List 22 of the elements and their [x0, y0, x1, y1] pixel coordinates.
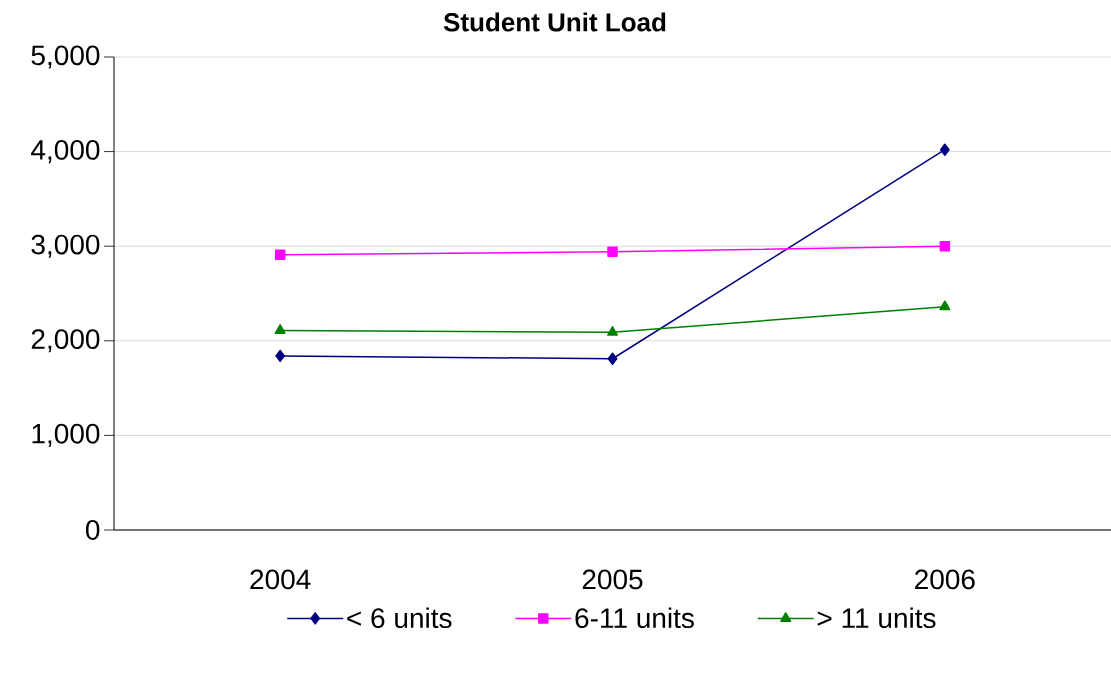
x-tick-label: 2005 — [582, 569, 643, 590]
point — [274, 324, 286, 334]
x-tick-label: 2006 — [915, 569, 975, 590]
point — [607, 352, 618, 366]
chart-title: Student Unit Load — [443, 12, 666, 32]
y-tick-label: 4,000 — [31, 140, 100, 164]
point — [939, 300, 951, 311]
x-tick-label: 2004 — [250, 569, 311, 590]
y-tick-label: 0 — [86, 520, 100, 540]
y-tick-label: 1,000 — [32, 423, 100, 447]
y-tick-label: 5,000 — [31, 45, 100, 69]
point — [607, 246, 618, 258]
point — [939, 143, 950, 156]
point — [939, 240, 951, 252]
legend-label: < 6 units — [347, 607, 452, 629]
legend-label: 6-11 units — [575, 607, 694, 629]
y-tick-label: 2,000 — [31, 329, 100, 353]
point — [274, 249, 286, 260]
legend-label: > 11 units — [817, 607, 936, 629]
y-tick-label: 3,000 — [31, 234, 100, 258]
point — [606, 326, 619, 336]
point — [275, 349, 286, 363]
